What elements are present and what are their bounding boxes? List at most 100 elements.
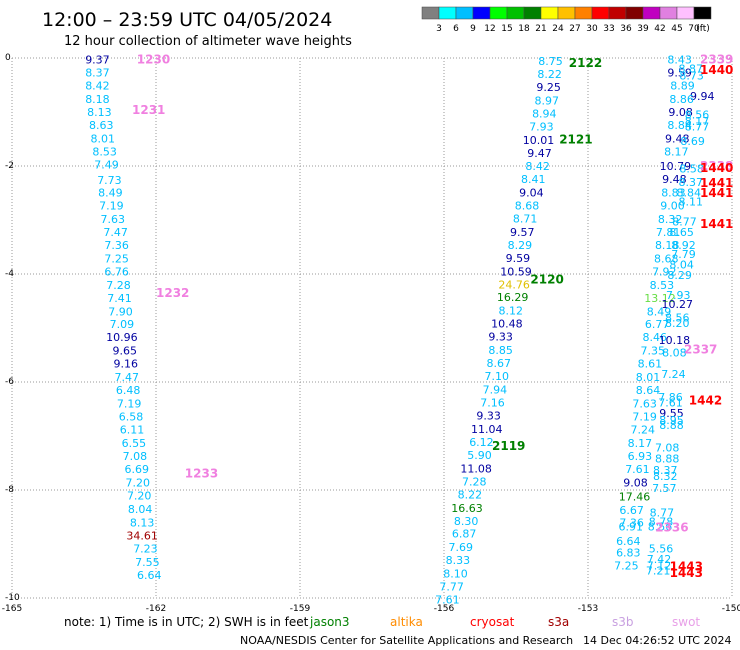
wave-height-value: 9.55 [659, 407, 684, 420]
x-tick-label: -162 [146, 604, 166, 614]
wave-height-value: 8.65 [669, 226, 694, 239]
wave-height-value: 7.24 [661, 368, 686, 381]
wave-height-value: 8.42 [525, 160, 550, 173]
wave-height-value: 9.57 [510, 226, 535, 239]
wave-height-value: 8.67 [486, 357, 511, 370]
credit-text: NOAA/NESDIS Center for Satellite Applica… [240, 634, 573, 647]
satellite-legend-s3a: s3a [548, 615, 569, 629]
wave-height-value: 7.47 [114, 371, 139, 384]
color-scale-label: 33 [603, 24, 614, 34]
grid [11, 57, 733, 599]
wave-height-value: 8.68 [515, 199, 540, 212]
satellite-legend-cryosat: cryosat [470, 615, 515, 629]
wave-height-value: 8.53 [650, 279, 675, 292]
y-tick-label: -10 [5, 593, 20, 603]
wave-height-value: 16.63 [451, 502, 483, 515]
color-swatch [472, 6, 491, 20]
wave-height-value: 6.67 [619, 504, 644, 517]
wave-height-value: 6.87 [452, 528, 477, 541]
wave-height-value: 7.73 [97, 174, 122, 187]
pass-label: 1441 [700, 217, 733, 231]
wave-height-value: 10.79 [660, 160, 692, 173]
wave-height-value: 8.18 [85, 93, 110, 106]
wave-height-value: 7.21 [646, 564, 671, 577]
wave-height-value: 8.77 [685, 121, 710, 134]
wave-height-value: 9.65 [113, 345, 138, 358]
wave-height-value: 9.48 [665, 132, 690, 145]
wave-height-value: 7.16 [480, 397, 505, 410]
wave-height-value: 7.61 [658, 397, 683, 410]
wave-height-value: 8.32 [658, 213, 683, 226]
wave-height-value: 8.61 [638, 358, 663, 371]
color-swatch [642, 6, 661, 20]
wave-height-value: 8.18 [655, 239, 680, 252]
pass-label: 2121 [559, 132, 592, 146]
wave-height-value: 8.84 [667, 119, 692, 132]
wave-height-value: 8.97 [534, 95, 559, 108]
wave-height-value: 8.63 [89, 119, 114, 132]
wave-height-value: 8.32 [653, 470, 678, 483]
wave-height-value: 7.19 [632, 411, 657, 424]
wave-height-value: 9.47 [527, 147, 552, 160]
wave-height-value: 8.58 [679, 163, 704, 176]
wave-height-value: 8.49 [647, 305, 672, 318]
wave-height-value: 7.57 [652, 482, 677, 495]
y-tick-label: -2 [5, 161, 14, 171]
wave-height-value: 8.56 [648, 521, 673, 534]
wave-height-value: 7.23 [133, 542, 158, 555]
wave-height-value: 7.69 [449, 541, 474, 554]
wave-height-value: 7.19 [99, 199, 124, 212]
color-swatch [506, 6, 525, 20]
wave-height-value: 8.88 [655, 453, 680, 466]
wave-height-value: 7.63 [101, 213, 126, 226]
wave-height-value: 8.78 [649, 515, 674, 528]
wave-height-value: 8.84 [677, 186, 702, 199]
wave-height-value: 7.90 [108, 305, 133, 318]
pass-labels: 1230 1231 1232 1233 2122 2121 2120 2119 2339 2338… [132, 53, 733, 581]
wave-height-value: 8.29 [508, 239, 533, 252]
wave-height-value: 9.33 [476, 409, 501, 422]
wave-height-value: 9.59 [667, 67, 692, 80]
wave-height-value: 8.69 [680, 135, 705, 148]
pass-label: 1440 [700, 161, 733, 175]
pass-label: 1230 [137, 53, 170, 67]
color-swatch [489, 6, 508, 20]
wave-height-value: 6.64 [137, 569, 162, 582]
wave-height-value: 7.42 [647, 553, 672, 566]
wave-height-value: 8.17 [628, 437, 653, 450]
y-tick-label: -6 [5, 377, 14, 387]
wave-height-value: 7.08 [123, 450, 148, 463]
pass-label: 1233 [185, 467, 218, 481]
satellite-legend-swot: swot [672, 615, 700, 629]
wave-height-value: 7.79 [671, 248, 696, 261]
color-scale-label: 15 [501, 24, 512, 34]
color-swatch [591, 6, 610, 20]
wave-height-value: 8.12 [498, 305, 523, 318]
wave-height-value: 9.59 [506, 252, 531, 265]
wave-height-value: 6.64 [616, 535, 641, 548]
color-scale-label: 30 [586, 24, 598, 34]
color-scale-label: 45 [671, 24, 682, 34]
wave-height-value: 8.41 [521, 173, 546, 186]
wave-height-value: 7.12 [647, 560, 672, 573]
color-swatch [438, 6, 457, 20]
color-scale-label: 27 [569, 24, 580, 34]
wave-height-value: 7.36 [104, 239, 129, 252]
color-swatch [455, 6, 474, 20]
wave-height-value: 6.76 [104, 265, 129, 278]
wave-height-value: 6.48 [116, 384, 141, 397]
wave-height-value: 7.41 [107, 292, 132, 305]
wave-height-value: 7.20 [126, 476, 151, 489]
wave-height-value: 8.71 [513, 212, 538, 225]
pass-label: 1441 [700, 176, 733, 190]
y-tick-label: -4 [5, 269, 14, 279]
wave-height-value: 8.49 [98, 186, 123, 199]
wave-height-value: 7.08 [655, 441, 680, 454]
wave-height-value: 8.22 [458, 488, 483, 501]
wave-height-value: 6.11 [120, 424, 145, 437]
wave-height-value: 7.55 [135, 556, 160, 569]
wave-height-value: 7.77 [439, 581, 464, 594]
pass-label: 2120 [530, 272, 563, 286]
wave-height-value: 13.12 [644, 292, 676, 305]
color-scale-label: 9 [470, 24, 476, 34]
